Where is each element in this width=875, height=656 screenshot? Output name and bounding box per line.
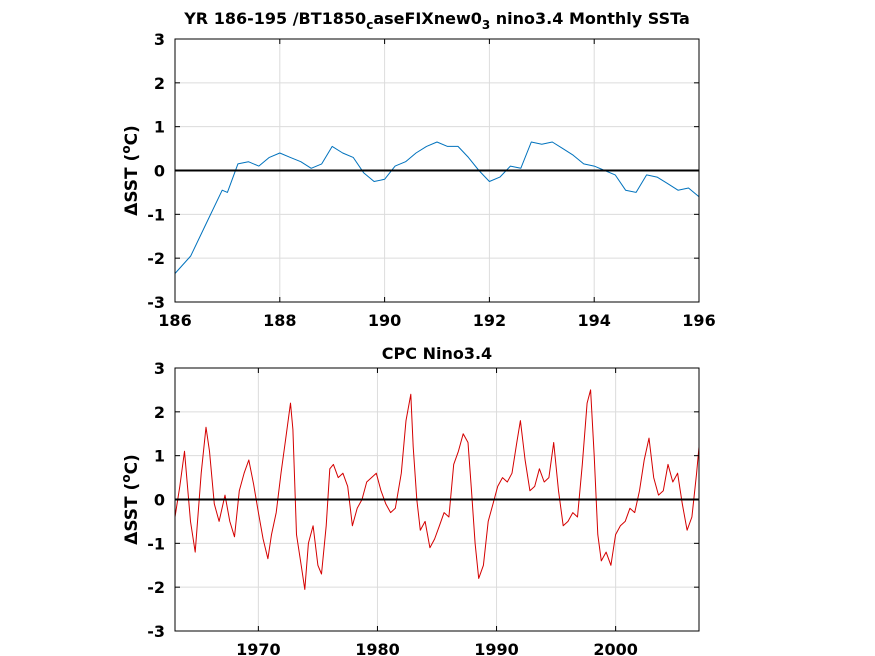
bottom-series-line	[174, 389, 700, 590]
x-tick-label: 188	[263, 311, 296, 330]
y-tick-label: -3	[147, 622, 165, 641]
x-tick-label: 1980	[355, 640, 400, 656]
y-tick-label: -1	[147, 205, 165, 224]
top-series-group	[174, 141, 700, 274]
x-tick-label: 192	[473, 311, 506, 330]
x-tick-label: 196	[682, 311, 715, 330]
y-tick-label: 3	[154, 359, 165, 378]
top-series-line	[174, 141, 700, 274]
bottom-chart-title: CPC Nino3.4	[382, 344, 492, 363]
x-tick-label: 2000	[593, 640, 638, 656]
y-tick-label: 2	[154, 403, 165, 422]
y-tick-label: -1	[147, 534, 165, 553]
bottom-x-ticks: 1970 1980 1990 2000	[236, 368, 638, 656]
x-tick-label: 194	[577, 311, 610, 330]
bottom-series-group	[174, 389, 700, 590]
y-tick-label: 0	[154, 491, 165, 510]
y-tick-label: -2	[147, 249, 165, 268]
y-tick-label: -2	[147, 578, 165, 597]
x-tick-label: 1990	[474, 640, 519, 656]
top-y-axis-label: ΔSST (o​C)	[119, 125, 142, 216]
top-y-ticks: -3 -2 -1 0 1 2 3	[147, 30, 699, 312]
y-tick-label: 1	[154, 447, 165, 466]
top-plot: YR 186-195 /BT1850c​aseFIXnew03​ nino3.4…	[119, 9, 716, 330]
x-tick-label: 1970	[236, 640, 281, 656]
top-chart-title: YR 186-195 /BT1850c​aseFIXnew03​ nino3.4…	[183, 9, 690, 32]
y-tick-label: 0	[154, 162, 165, 181]
top-x-ticks: 186 188 190 192 194 196	[158, 39, 716, 330]
x-tick-label: 190	[368, 311, 401, 330]
bottom-y-ticks: -3 -2 -1 0 1 2 3	[147, 359, 699, 641]
bottom-y-axis-label: ΔSST (o​C)	[119, 454, 142, 545]
y-tick-label: 2	[154, 74, 165, 93]
x-tick-label: 186	[158, 311, 191, 330]
y-tick-label: 3	[154, 30, 165, 49]
y-tick-label: -3	[147, 293, 165, 312]
y-tick-label: 1	[154, 118, 165, 137]
bottom-plot: CPC Nino3.4 1970 1980 1990 2000 -3-2-10123 …	[119, 344, 700, 656]
